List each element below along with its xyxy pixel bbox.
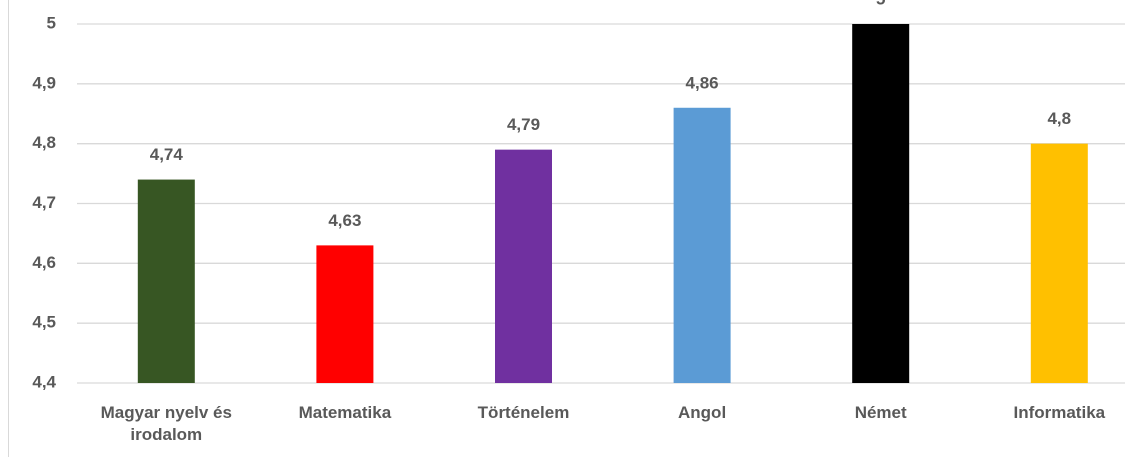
value-label: 5 bbox=[876, 0, 885, 8]
value-label: 4,8 bbox=[1047, 109, 1071, 128]
bar bbox=[1030, 143, 1088, 383]
value-label: 4,86 bbox=[686, 73, 719, 92]
value-label: 4,63 bbox=[328, 211, 361, 230]
y-tick-label: 4,8 bbox=[32, 133, 56, 152]
x-tick-label: Magyar nyelv és irodalom bbox=[100, 403, 232, 444]
y-tick-label: 4,7 bbox=[32, 193, 56, 212]
y-tick-label: 4,6 bbox=[32, 253, 56, 272]
value-label: 4,74 bbox=[150, 145, 184, 164]
x-tick-label: Történelem bbox=[477, 403, 570, 422]
bar bbox=[852, 24, 910, 383]
x-tick-label: Német bbox=[854, 403, 907, 422]
value-label: 4,79 bbox=[507, 115, 540, 134]
bar bbox=[673, 107, 731, 384]
x-tick-label: Angol bbox=[678, 403, 727, 422]
x-tick-label: Matematika bbox=[298, 403, 392, 422]
bar bbox=[316, 245, 374, 383]
bar bbox=[137, 179, 195, 383]
y-tick-label: 5 bbox=[47, 13, 56, 32]
bar bbox=[495, 149, 552, 383]
y-tick-label: 4,4 bbox=[32, 372, 56, 391]
y-tick-label: 4,9 bbox=[32, 73, 56, 92]
y-tick-label: 4,5 bbox=[32, 313, 56, 332]
x-tick-label: Informatika bbox=[1013, 403, 1106, 422]
